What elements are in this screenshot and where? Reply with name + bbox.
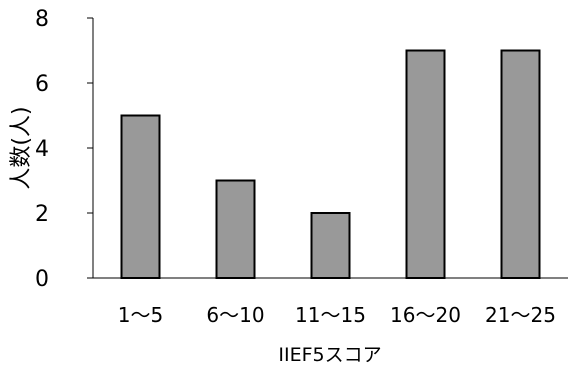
bar bbox=[500, 49, 541, 279]
bars bbox=[120, 49, 541, 279]
x-tick-label: 16～20 bbox=[390, 303, 461, 327]
y-axis-title: 人数(人) bbox=[9, 106, 34, 189]
x-tick-label: 21～25 bbox=[485, 303, 556, 327]
bar bbox=[120, 114, 161, 279]
x-axis-title: IIEF5スコア bbox=[278, 344, 381, 366]
y-tick-label: 8 bbox=[35, 7, 49, 32]
x-tick-label: 6～10 bbox=[206, 303, 264, 327]
x-axis: 1～5 6～10 11～15 16～20 21～25 bbox=[93, 277, 568, 327]
x-tick-label: 11～15 bbox=[295, 303, 366, 327]
bar bbox=[215, 179, 256, 279]
x-tick-label: 1～5 bbox=[118, 303, 163, 327]
bar bbox=[310, 212, 351, 279]
bar bbox=[405, 49, 446, 279]
y-tick-label: 0 bbox=[35, 267, 49, 292]
y-tick-label: 4 bbox=[35, 137, 49, 162]
y-tick-label: 2 bbox=[35, 202, 49, 227]
y-tick-label: 6 bbox=[35, 72, 49, 97]
y-axis: 0 2 4 6 8 bbox=[35, 7, 94, 292]
